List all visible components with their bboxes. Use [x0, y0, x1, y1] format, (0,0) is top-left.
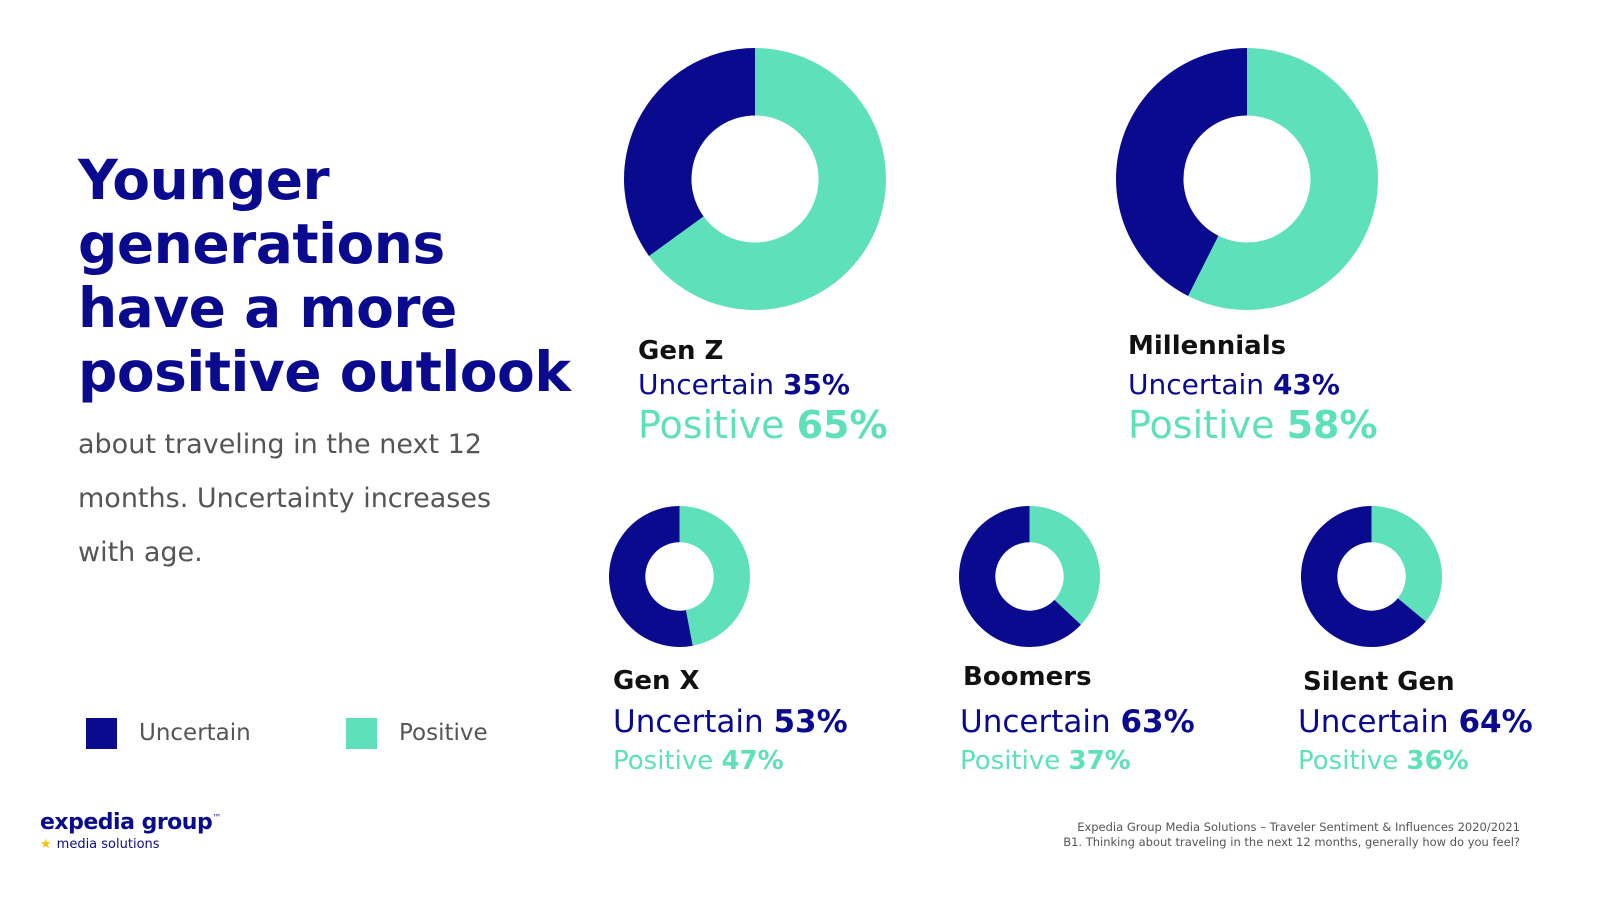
boomers-uncertain-value: 63% — [1120, 704, 1195, 740]
silent-gen-positive-value: 36% — [1406, 746, 1469, 776]
legend-swatch-positive — [346, 717, 377, 749]
source-note: Expedia Group Media Solutions – Traveler… — [1063, 820, 1520, 850]
gen-z-uncertain-value: 35% — [782, 368, 850, 401]
logo-main-text: expedia group — [40, 810, 213, 835]
silent-gen-uncertain-value: 64% — [1458, 704, 1533, 740]
millennials-uncertain-value: 43% — [1272, 368, 1340, 401]
gen-z-label: Gen Z — [638, 336, 724, 366]
millennials-positive-label: Positive — [1128, 403, 1275, 447]
donut-boomers — [959, 506, 1100, 647]
donut-silent-gen — [1301, 506, 1442, 647]
millennials-uncertain-slice — [1116, 48, 1247, 296]
gen-z-uncertain: Uncertain 35% — [638, 368, 850, 401]
legend-positive: Positive — [346, 716, 488, 750]
gen-x-positive-label: Positive — [613, 746, 714, 776]
gen-x-uncertain: Uncertain 53% — [613, 704, 848, 740]
millennials-uncertain: Uncertain 43% — [1128, 368, 1340, 401]
gen-z-uncertain-slice — [624, 48, 755, 256]
lightbulb-icon: ★ — [40, 837, 52, 852]
legend-uncertain: Uncertain — [86, 716, 251, 750]
silent-gen-uncertain-slice — [1301, 506, 1426, 647]
gen-z-uncertain-label: Uncertain — [638, 368, 775, 401]
donut-gen-x — [608, 506, 750, 647]
millennials-positive-value: 58% — [1286, 403, 1378, 447]
gen-z-positive-label: Positive — [638, 403, 785, 447]
silent-gen-label: Silent Gen — [1303, 667, 1455, 697]
legend-swatch-uncertain — [86, 717, 117, 749]
millennials-positive: Positive 58% — [1128, 403, 1378, 447]
silent-gen-uncertain: Uncertain 64% — [1298, 704, 1533, 740]
gen-z-positive-value: 65% — [796, 403, 888, 447]
gen-x-uncertain-slice — [608, 506, 693, 647]
expedia-logo: expedia group™ ★ media solutions — [40, 810, 221, 852]
legend-label-uncertain: Uncertain — [139, 720, 251, 746]
silent-gen-positive-label: Positive — [1298, 746, 1399, 776]
gen-z-positive-slice — [649, 48, 886, 311]
donut-millennials — [1116, 48, 1378, 310]
boomers-positive-slice — [1029, 506, 1100, 625]
silent-gen-positive-slice — [1371, 506, 1442, 622]
page-title: Younger generations have a more positive… — [78, 148, 571, 404]
logo-subline: ★ media solutions — [40, 837, 221, 852]
boomers-uncertain-label: Uncertain — [960, 704, 1111, 740]
gen-x-uncertain-label: Uncertain — [613, 704, 764, 740]
gen-x-uncertain-value: 53% — [773, 704, 848, 740]
legend-label-positive: Positive — [399, 720, 488, 746]
source-line-1: Expedia Group Media Solutions – Traveler… — [1077, 820, 1520, 834]
boomers-positive-label: Positive — [960, 746, 1061, 776]
logo-wordmark: expedia group™ — [40, 810, 221, 835]
logo-sub-text: media solutions — [56, 837, 160, 852]
gen-x-positive-slice — [679, 506, 750, 646]
boomers-positive: Positive 37% — [960, 746, 1131, 776]
millennials-positive-slice — [1188, 48, 1378, 310]
boomers-uncertain: Uncertain 63% — [960, 704, 1195, 740]
boomers-positive-value: 37% — [1068, 746, 1131, 776]
gen-z-positive: Positive 65% — [638, 403, 888, 447]
logo-tm: ™ — [212, 813, 221, 824]
gen-x-positive: Positive 47% — [613, 746, 784, 776]
source-line-2: B1. Thinking about traveling in the next… — [1063, 835, 1520, 849]
subtitle: about traveling in the next 12 months. U… — [78, 429, 492, 568]
boomers-uncertain-slice — [959, 506, 1081, 647]
silent-gen-positive: Positive 36% — [1298, 746, 1469, 776]
millennials-label: Millennials — [1128, 331, 1287, 361]
gen-x-label: Gen X — [613, 666, 700, 696]
millennials-uncertain-label: Uncertain — [1128, 368, 1265, 401]
donut-gen-z — [624, 48, 886, 311]
boomers-label: Boomers — [963, 662, 1092, 692]
silent-gen-uncertain-label: Uncertain — [1298, 704, 1449, 740]
gen-x-positive-value: 47% — [721, 746, 784, 776]
